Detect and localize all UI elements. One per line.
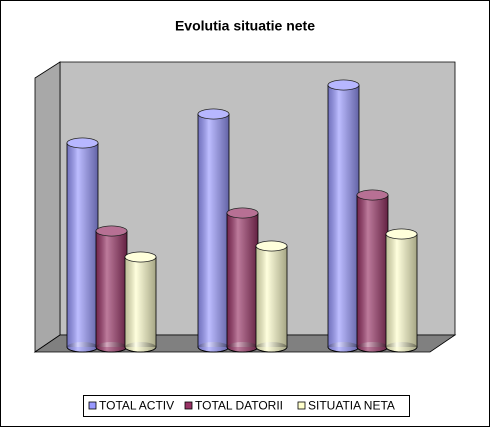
side-wall	[34, 61, 61, 353]
bar-top	[385, 228, 418, 240]
bar-top	[255, 240, 288, 252]
bar-top	[66, 137, 99, 149]
bar-top-light	[67, 138, 98, 148]
bar-shade	[125, 257, 156, 347]
bar-shade	[96, 231, 127, 347]
bar-outline	[124, 257, 157, 347]
legend-label: TOTAL ACTIV	[99, 399, 174, 413]
bar-top	[197, 108, 230, 120]
bar-outline	[255, 246, 288, 347]
bar-top	[226, 207, 259, 219]
bar-bottom-edge	[124, 346, 157, 353]
bar-top	[356, 189, 389, 201]
legend-swatch	[184, 401, 193, 410]
bar-shade	[198, 114, 229, 347]
bar-top	[95, 225, 128, 237]
bar-top-light	[386, 229, 417, 239]
bar-top-light	[125, 252, 156, 262]
chart-title: Evolutia situatie nete	[175, 18, 315, 34]
legend-label: SITUATIA NETA	[308, 399, 395, 413]
bar-shade	[67, 143, 98, 347]
bar-top-light	[96, 226, 127, 236]
bar-shade	[357, 195, 388, 347]
bars	[66, 79, 418, 353]
bar-top	[327, 79, 360, 91]
bar-bottom-edge	[385, 346, 418, 353]
bar-shade	[256, 246, 287, 347]
bar-shade	[328, 85, 359, 347]
bar-outline	[385, 234, 418, 347]
legend-label: TOTAL DATORII	[195, 399, 283, 413]
legend-items: TOTAL ACTIV TOTAL DATORII SITUATIA NETA	[88, 399, 395, 413]
bar-top-light	[357, 190, 388, 200]
bar-top-light	[198, 109, 229, 119]
legend	[83, 395, 410, 417]
bar-top-light	[328, 80, 359, 90]
bar-bottom-edge	[255, 346, 288, 353]
legend-swatch	[88, 401, 97, 410]
bar-top-light	[227, 208, 258, 218]
bar-shade	[386, 234, 417, 347]
legend-swatch	[297, 401, 306, 410]
bar-top-light	[256, 241, 287, 251]
bar-shade	[227, 213, 258, 347]
bar-top	[124, 251, 157, 263]
